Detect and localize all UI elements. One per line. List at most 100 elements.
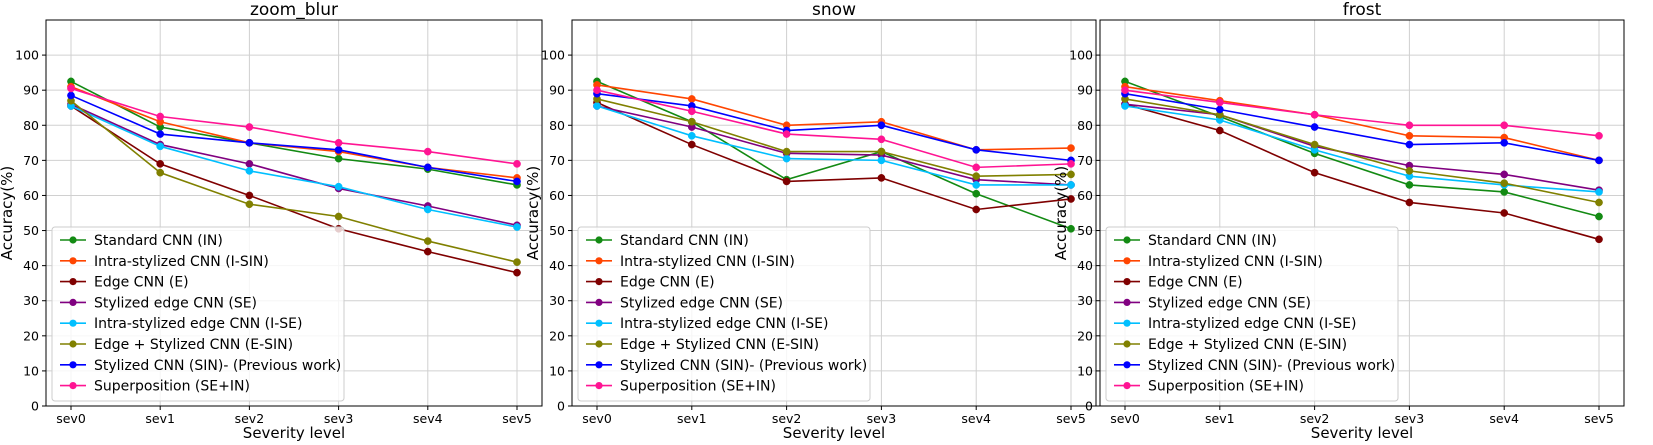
y-tick-label: 100 [15,48,39,63]
y-axis-label: Accuracy(%) [1052,166,1070,260]
data-point [1067,224,1075,233]
data-point [1595,156,1603,165]
x-tick-label: sev0 [582,411,612,426]
data-point [1595,198,1603,207]
data-point [1215,126,1224,135]
legend-label: Stylized CNN (SIN)- (Previous work) [620,358,867,374]
y-tick-label: 70 [23,153,39,168]
data-point [156,160,165,168]
x-axis-label: Severity level [1311,424,1413,442]
legend-marker [1123,382,1131,390]
chart-panel-zoom_blur: 0 10 20 30 40 50 60 70 80 90 100 sev0 sev1 sev2 sev3 se… [0,0,543,442]
data-point [972,163,981,172]
series-line-0 [596,80,1072,230]
data-point [1595,131,1603,140]
data-point [423,237,432,245]
legend-label: Edge + Stylized CNN (E-SIN) [1148,337,1347,353]
legend-marker [69,382,77,390]
y-tick-label: 40 [1077,258,1093,273]
data-point [1405,131,1414,140]
legend-label: Edge + Stylized CNN (E-SIN) [620,337,819,353]
y-tick-label: 80 [23,118,39,133]
data-point [972,189,981,198]
legend-label: Standard CNN (IN) [620,233,749,249]
series-line-6 [596,92,1072,162]
y-tick-label: 90 [1077,83,1093,98]
x-axis-label: Severity level [783,424,885,442]
data-point [1067,195,1075,203]
legend-marker [69,298,77,306]
y-tick-label: 20 [23,328,39,343]
x-tick-label: sev3 [324,411,354,426]
legend-marker [69,319,77,327]
series-line-4 [596,105,1071,186]
chart-panel-frost: 0 10 20 30 40 50 60 70 80 90 100 sev0 sev1 sev2 sev3 se… [1052,0,1625,442]
series-line-2 [70,105,518,274]
x-tick-label: sev1 [1205,411,1235,426]
data-point [593,86,601,95]
series-line-7 [1124,89,1600,137]
y-tick-label: 30 [23,293,39,308]
data-point [245,167,254,175]
y-tick-label: 60 [1077,188,1093,203]
y-tick-label: 50 [549,223,565,238]
series-line-6 [70,94,518,183]
x-axis-label: Severity level [243,424,345,442]
data-point [1067,160,1075,168]
data-point [334,212,343,221]
x-tick-label: sev0 [56,411,86,426]
data-point [1310,168,1319,177]
legend-marker [1123,319,1131,327]
data-point [1500,188,1509,196]
x-tick-label: sev3 [1395,411,1425,426]
x-tick-label: sev0 [1110,411,1140,426]
x-tick-label: sev5 [1056,411,1086,426]
legend-marker [595,298,603,306]
legend-marker [595,319,603,327]
plot-frame [45,19,543,407]
legend-label: Superposition (SE+IN) [620,379,776,395]
legend-marker [69,236,77,244]
series-line-7 [596,89,1072,169]
data-point [877,156,886,165]
y-tick-label: 80 [1077,118,1093,133]
legend-box [51,226,345,402]
data-point [687,140,696,149]
chart-title: frost [1343,0,1382,20]
data-point [687,95,696,103]
x-tick-label: sev2 [235,411,265,426]
data-point [67,91,75,100]
data-point [782,177,791,186]
data-point [1121,102,1129,110]
series-line-0 [70,80,518,186]
data-point [156,142,165,151]
data-point [1310,110,1319,119]
y-tick-label: 30 [1077,293,1093,308]
legend-marker [1123,340,1131,348]
x-tick-label: sev1 [145,411,175,426]
data-point [972,145,981,154]
plot-frame [1099,19,1625,407]
legend-label: Standard CNN (IN) [1148,233,1277,249]
data-point [156,168,165,177]
series-line-2 [596,101,1072,211]
y-tick-label: 90 [549,83,565,98]
legend-label: Edge CNN (E) [94,275,189,291]
legend-marker [1123,298,1131,306]
data-point [334,182,343,191]
series-line-3 [596,105,1072,186]
data-point [245,160,254,168]
y-tick-label: 10 [23,363,39,378]
data-point [877,135,886,144]
legend-label: Edge + Stylized CNN (E-SIN) [94,337,293,353]
x-tick-label: sev4 [413,411,443,426]
legend-box [577,226,871,402]
legend-marker [595,340,603,348]
data-point [877,121,886,130]
data-point [782,130,791,138]
data-point [1405,167,1414,175]
chart-title: snow [812,0,856,20]
data-point [877,147,886,156]
y-axis-label: Accuracy(%) [0,166,16,260]
